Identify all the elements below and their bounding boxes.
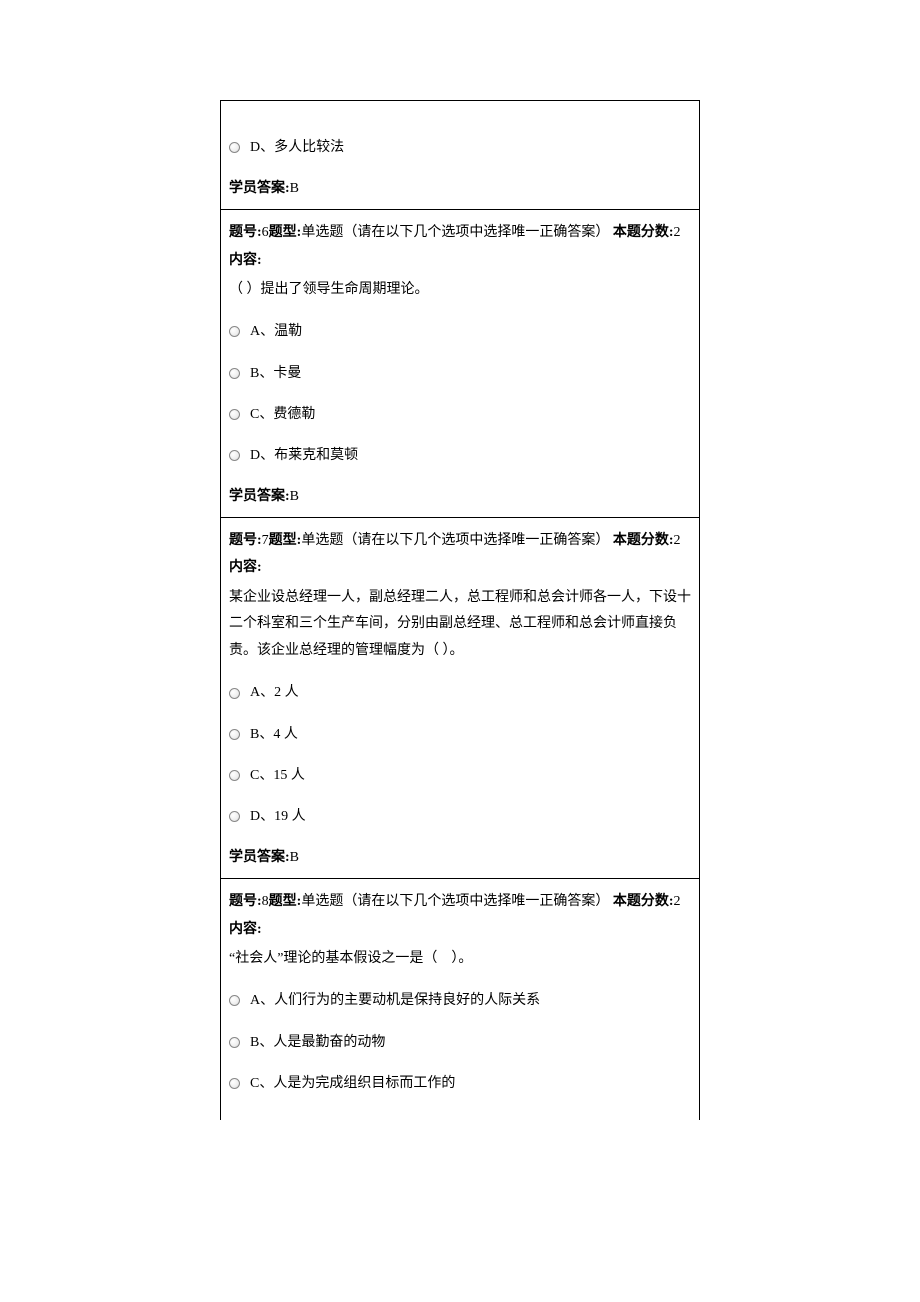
answer-line: 学员答案:B bbox=[229, 176, 691, 201]
question-content: （ ）提出了领导生命周期理论。 bbox=[229, 277, 691, 304]
score-value: 2 bbox=[674, 894, 681, 909]
radio-icon bbox=[229, 729, 240, 740]
answer-label: 学员答案: bbox=[229, 181, 290, 196]
option-row[interactable]: A、温勒 bbox=[229, 319, 691, 344]
question-header: 题号:8题型:单选题（请在以下几个选项中选择唯一正确答案） 本题分数:2 bbox=[229, 889, 691, 914]
answer-value: B bbox=[290, 850, 299, 865]
option-row[interactable]: A、2 人 bbox=[229, 680, 691, 705]
content-label: 内容: bbox=[229, 248, 691, 273]
question-block-6: 题号:6题型:单选题（请在以下几个选项中选择唯一正确答案） 本题分数:2 内容:… bbox=[220, 209, 700, 517]
radio-icon bbox=[229, 1037, 240, 1048]
qtype: 单选题（请在以下几个选项中选择唯一正确答案） bbox=[301, 894, 609, 909]
option-row[interactable]: B、卡曼 bbox=[229, 361, 691, 386]
qnum: 8 bbox=[262, 894, 269, 909]
option-row[interactable]: D、布莱克和莫顿 bbox=[229, 443, 691, 468]
option-row[interactable]: C、15 人 bbox=[229, 763, 691, 788]
option-text: A、2 人 bbox=[250, 680, 299, 705]
question-content: 某企业设总经理一人，副总经理二人，总工程师和总会计师各一人，下设十二个科室和三个… bbox=[229, 585, 691, 665]
qtype-label: 题型: bbox=[269, 533, 302, 548]
radio-icon bbox=[229, 995, 240, 1006]
option-row[interactable]: C、人是为完成组织目标而工作的 bbox=[229, 1071, 691, 1096]
option-row[interactable]: B、4 人 bbox=[229, 722, 691, 747]
radio-icon bbox=[229, 688, 240, 699]
qnum: 7 bbox=[262, 533, 269, 548]
qnum: 6 bbox=[262, 225, 269, 240]
answer-value: B bbox=[290, 181, 299, 196]
option-text: B、卡曼 bbox=[250, 361, 301, 386]
option-text: A、温勒 bbox=[250, 319, 302, 344]
answer-line: 学员答案:B bbox=[229, 845, 691, 870]
option-row[interactable]: B、人是最勤奋的动物 bbox=[229, 1030, 691, 1055]
score-prefix: 本题分数: bbox=[613, 225, 674, 240]
qtype-label: 题型: bbox=[269, 225, 302, 240]
qnum-label: 题号: bbox=[229, 533, 262, 548]
radio-icon bbox=[229, 770, 240, 781]
question-content: “社会人”理论的基本假设之一是（ ）。 bbox=[229, 946, 691, 973]
score-prefix: 本题分数: bbox=[613, 894, 674, 909]
option-text: C、费德勒 bbox=[250, 402, 315, 427]
qtype-label: 题型: bbox=[269, 894, 302, 909]
radio-icon bbox=[229, 142, 240, 153]
answer-label: 学员答案: bbox=[229, 489, 290, 504]
question-header: 题号:7题型:单选题（请在以下几个选项中选择唯一正确答案） 本题分数:2 bbox=[229, 528, 691, 553]
radio-icon bbox=[229, 326, 240, 337]
option-row[interactable]: D、19 人 bbox=[229, 804, 691, 829]
option-row[interactable]: D、多人比较法 bbox=[229, 135, 691, 160]
radio-icon bbox=[229, 1078, 240, 1089]
option-text: D、布莱克和莫顿 bbox=[250, 443, 358, 468]
qtype: 单选题（请在以下几个选项中选择唯一正确答案） bbox=[301, 533, 609, 548]
radio-icon bbox=[229, 409, 240, 420]
option-text: B、人是最勤奋的动物 bbox=[250, 1030, 385, 1055]
score-value: 2 bbox=[674, 533, 681, 548]
answer-value: B bbox=[290, 489, 299, 504]
answer-label: 学员答案: bbox=[229, 850, 290, 865]
option-text: C、人是为完成组织目标而工作的 bbox=[250, 1071, 455, 1096]
option-text: C、15 人 bbox=[250, 763, 305, 788]
content-label: 内容: bbox=[229, 555, 691, 580]
option-row[interactable]: C、费德勒 bbox=[229, 402, 691, 427]
qtype: 单选题（请在以下几个选项中选择唯一正确答案） bbox=[301, 225, 609, 240]
option-text: A、人们行为的主要动机是保持良好的人际关系 bbox=[250, 988, 540, 1013]
score-value: 2 bbox=[674, 225, 681, 240]
qnum-label: 题号: bbox=[229, 225, 262, 240]
option-text: D、19 人 bbox=[250, 804, 306, 829]
content-label: 内容: bbox=[229, 917, 691, 942]
option-row[interactable]: A、人们行为的主要动机是保持良好的人际关系 bbox=[229, 988, 691, 1013]
question-block-8: 题号:8题型:单选题（请在以下几个选项中选择唯一正确答案） 本题分数:2 内容:… bbox=[220, 878, 700, 1120]
option-text: D、多人比较法 bbox=[250, 135, 344, 160]
radio-icon bbox=[229, 811, 240, 822]
question-header: 题号:6题型:单选题（请在以下几个选项中选择唯一正确答案） 本题分数:2 bbox=[229, 220, 691, 245]
score-prefix: 本题分数: bbox=[613, 533, 674, 548]
answer-line: 学员答案:B bbox=[229, 484, 691, 509]
qnum-label: 题号: bbox=[229, 894, 262, 909]
option-text: B、4 人 bbox=[250, 722, 298, 747]
radio-icon bbox=[229, 368, 240, 379]
question-block-5-tail: D、多人比较法 学员答案:B bbox=[220, 100, 700, 209]
radio-icon bbox=[229, 450, 240, 461]
question-block-7: 题号:7题型:单选题（请在以下几个选项中选择唯一正确答案） 本题分数:2 内容:… bbox=[220, 517, 700, 878]
